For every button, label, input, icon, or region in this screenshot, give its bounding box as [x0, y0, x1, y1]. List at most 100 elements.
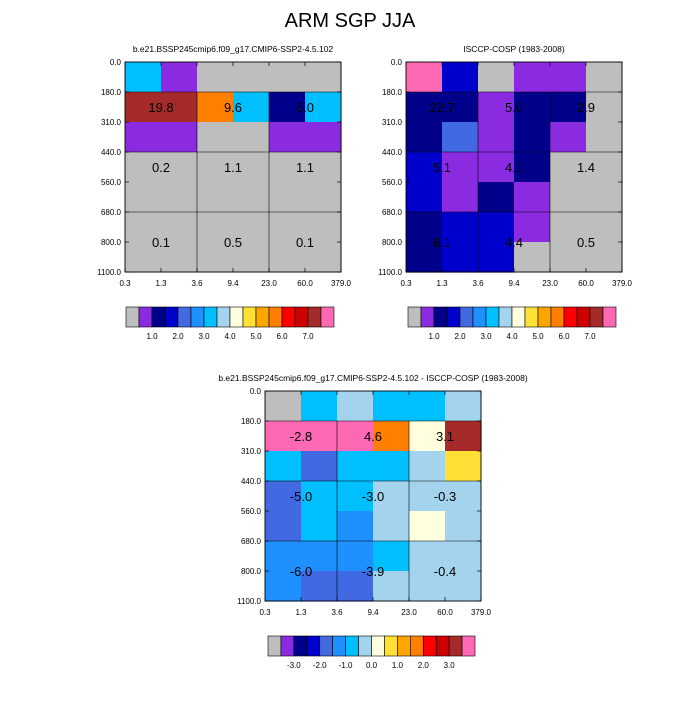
heatmap-cell	[445, 481, 482, 512]
heatmap-cell	[125, 212, 162, 243]
x-tick-label: 0.3	[259, 608, 271, 617]
heatmap-cell	[445, 511, 482, 542]
heatmap-cell	[197, 152, 234, 183]
x-tick-label: 23.0	[261, 279, 277, 288]
heatmap-cell	[197, 122, 234, 153]
heatmap-cell	[409, 421, 446, 452]
colorbar-swatch	[203, 306, 218, 328]
heatmap-cell	[301, 421, 338, 452]
heatmap-cell	[233, 152, 270, 183]
block-label: 6.1	[433, 235, 451, 250]
heatmap-cell	[301, 511, 338, 542]
colorbar-label: 1.0	[146, 332, 158, 341]
y-tick-label: 180.0	[241, 417, 262, 426]
heatmap-cell	[550, 242, 587, 273]
heatmap-cell	[478, 92, 515, 123]
colorbar-swatch	[446, 306, 461, 328]
heatmap-cell	[305, 212, 342, 243]
heatmap-cell	[301, 451, 338, 482]
heatmap-cell	[478, 212, 515, 243]
block-label: 2.9	[577, 100, 595, 115]
colorbar-swatch	[461, 635, 476, 657]
x-tick-label: 1.3	[295, 608, 307, 617]
heatmap-cell	[197, 92, 234, 123]
block-label: -5.0	[290, 489, 312, 504]
y-tick-label: 560.0	[382, 178, 403, 187]
block-label: 5.0	[505, 100, 523, 115]
heatmap-panel-1: b.e21.BSSP245cmip6.f09_g17.CMIP6-SSP2-4.…	[97, 44, 351, 341]
colorbar-swatch	[306, 635, 321, 657]
colorbar-swatch	[511, 306, 526, 328]
colorbar-swatch	[267, 635, 282, 657]
x-tick-label: 1.3	[155, 279, 167, 288]
heatmap-cell	[233, 182, 270, 213]
heatmap-cell	[445, 421, 482, 452]
heatmap-cell	[442, 242, 479, 273]
heatmap-cell	[125, 182, 162, 213]
heatmap-cell	[269, 212, 306, 243]
x-tick-label: 3.6	[331, 608, 343, 617]
heatmap-cell	[586, 92, 623, 123]
heatmap-cell	[305, 182, 342, 213]
colorbar-swatch	[320, 306, 335, 328]
heatmap-cell	[442, 212, 479, 243]
heatmap-cell	[478, 62, 515, 93]
colorbar-swatch	[435, 635, 450, 657]
heatmap-cell	[406, 152, 443, 183]
block-label: 19.8	[148, 100, 173, 115]
heatmap-cell	[161, 212, 198, 243]
y-tick-label: 800.0	[382, 238, 403, 247]
heatmap-cell	[409, 571, 446, 602]
heatmap-cell	[442, 182, 479, 213]
heatmap-cell	[550, 212, 587, 243]
heatmap-cell	[233, 92, 270, 123]
heatmap-cell	[445, 571, 482, 602]
block-label: 0.1	[152, 235, 170, 250]
colorbar-swatch	[164, 306, 179, 328]
heatmap-cell	[197, 212, 234, 243]
heatmap-cell	[233, 122, 270, 153]
heatmap-cell	[409, 481, 446, 512]
heatmap-cell	[550, 152, 587, 183]
colorbar-label: -1.0	[339, 661, 353, 670]
heatmap-cell	[478, 122, 515, 153]
y-tick-label: 1100.0	[237, 597, 261, 606]
heatmap-cell	[442, 62, 479, 93]
heatmap-cell	[337, 541, 374, 572]
heatmap-cell	[305, 242, 342, 273]
heatmap-cell	[197, 62, 234, 93]
heatmap-cell	[445, 541, 482, 572]
colorbar-label: -3.0	[287, 661, 301, 670]
colorbar-swatch	[472, 306, 487, 328]
x-tick-label: 9.4	[227, 279, 239, 288]
colorbar-swatch	[448, 635, 463, 657]
colorbar-swatch	[216, 306, 231, 328]
colorbar-label: 2.0	[172, 332, 184, 341]
block-label: 22.7	[429, 100, 454, 115]
y-tick-label: 0.0	[250, 387, 262, 396]
heatmap-cell	[265, 451, 302, 482]
colorbar-swatch	[407, 306, 422, 328]
heatmap-cell	[550, 182, 587, 213]
heatmap-cell	[373, 421, 410, 452]
heatmap-cell	[305, 152, 342, 183]
heatmap-cell	[269, 122, 306, 153]
heatmap-cell	[301, 481, 338, 512]
colorbar-label: 7.0	[302, 332, 314, 341]
heatmap-cell	[337, 571, 374, 602]
y-tick-label: 0.0	[391, 58, 403, 67]
heatmap-cell	[445, 451, 482, 482]
heatmap-cell	[161, 62, 198, 93]
heatmap-cell	[197, 242, 234, 273]
heatmap-cell	[301, 391, 338, 422]
y-tick-label: 680.0	[241, 537, 262, 546]
y-tick-label: 0.0	[110, 58, 122, 67]
y-tick-label: 440.0	[241, 477, 262, 486]
x-tick-label: 0.3	[400, 279, 412, 288]
heatmap-cell	[442, 152, 479, 183]
colorbar-label: -2.0	[313, 661, 327, 670]
colorbar-swatch	[255, 306, 270, 328]
colorbar-swatch	[138, 306, 153, 328]
heatmap-cell	[265, 571, 302, 602]
